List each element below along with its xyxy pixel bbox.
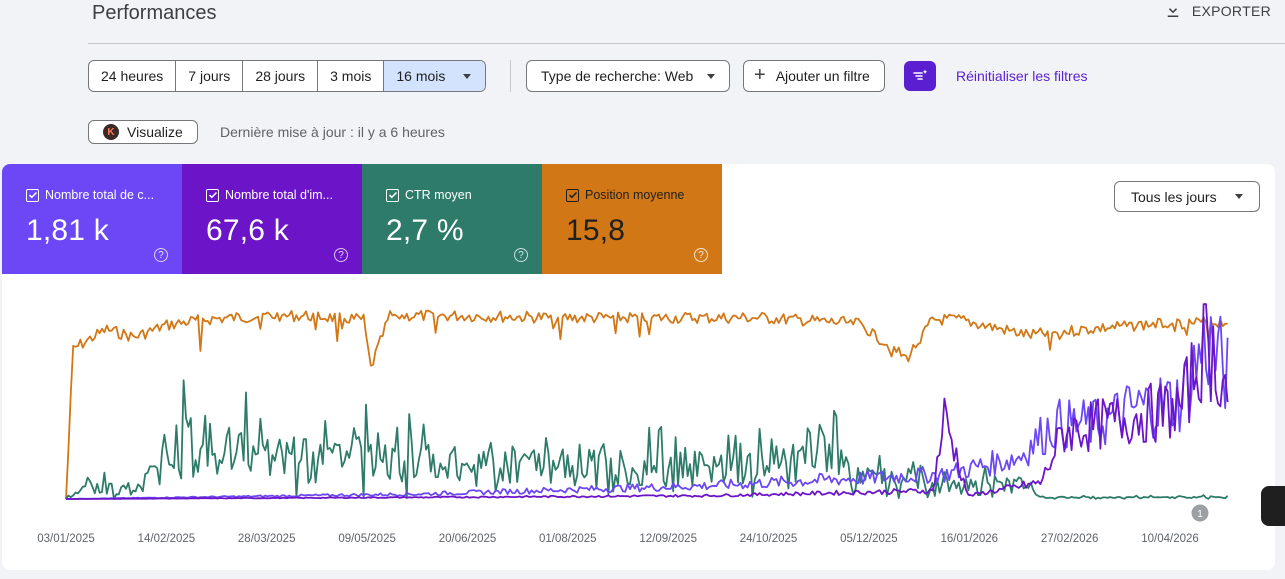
date-range-selector: 24 heures 7 jours 28 jours 3 mois 16 moi… [88,60,487,92]
toolbar-divider [510,60,511,92]
extension-logo-icon: K [103,124,119,140]
help-icon[interactable]: ? [334,248,348,262]
range-28d[interactable]: 28 jours [243,61,319,91]
range-16m[interactable]: 16 mois [384,61,486,91]
x-tick-label: 14/02/2025 [138,533,196,545]
x-tick-label: 09/05/2025 [338,533,396,545]
series-line-2 [65,379,1229,500]
x-tick-label: 05/12/2025 [840,533,898,545]
x-tick-label: 01/08/2025 [539,533,597,545]
annotation-marker[interactable]: 1 [1191,504,1209,522]
performance-chart-card: Nombre total de c... 1,81 k ? Nombre tot… [2,164,1275,570]
x-tick-label: 16/01/2026 [941,533,999,545]
day-granularity-label: Tous les jours [1131,188,1217,205]
range-label: 16 mois [396,68,446,84]
metric-value: 1,81 k [26,214,109,247]
metric-value: 15,8 [566,214,626,247]
range-label: 24 heures [101,68,164,84]
performance-line-chart: 03/01/2025 14/02/2025 28/03/2025 09/05/2025… [37,303,1229,545]
chevron-down-icon [1235,194,1243,199]
search-type-label: Type de recherche: Web [541,68,694,84]
add-filter-label: Ajouter un filtre [775,68,870,84]
day-granularity-dropdown[interactable]: Tous les jours [1114,181,1260,212]
side-panel-toggle[interactable] [1261,486,1285,526]
range-24h[interactable]: 24 heures [89,61,177,91]
checkbox-icon [566,188,579,202]
export-button[interactable]: EXPORTER [1164,2,1271,20]
search-type-dropdown[interactable]: Type de recherche: Web [526,60,731,92]
reset-filters-link[interactable]: Réinitialiser les filtres [956,68,1088,84]
range-label: 3 mois [330,68,372,84]
x-tick-label: 03/01/2025 [37,533,95,545]
page-title: Performances [92,2,217,24]
metric-average-ctr[interactable]: CTR moyen 2,7 % ? [362,164,542,274]
checkbox-icon [206,188,219,202]
x-tick-label: 20/06/2025 [439,533,497,545]
metric-total-impressions[interactable]: Nombre total d'im... 67,6 k ? [182,164,362,274]
series-line-1 [65,309,1228,500]
annotation-dot[interactable] [1191,504,1209,522]
export-label: EXPORTER [1191,3,1271,19]
metric-total-clicks[interactable]: Nombre total de c... 1,81 k ? [2,164,182,274]
metric-value: 67,6 k [206,214,289,247]
series-line-4 [66,303,1229,500]
chevron-down-icon [707,73,716,79]
help-icon[interactable]: ? [694,248,708,262]
filter-ai-button[interactable] [904,61,936,91]
x-tick-label: 24/10/2025 [740,533,798,545]
help-icon[interactable]: ? [514,248,528,262]
metric-average-position[interactable]: Position moyenne 15,8 ? [542,164,722,274]
range-label: 7 jours [188,68,231,84]
x-tick-label: 10/04/2026 [1141,533,1199,545]
download-icon [1167,3,1179,17]
series-line-3 [66,315,1229,500]
last-update-text: Dernière mise à jour : il y a 6 heures [220,124,445,140]
x-tick-label: 12/09/2025 [639,533,697,545]
range-3m[interactable]: 3 mois [318,61,385,91]
visualize-button[interactable]: K Visualize [88,120,198,144]
annotation-count: 1 [1197,509,1203,520]
x-tick-label: 27/02/2026 [1041,533,1099,545]
x-tick-label: 28/03/2025 [238,533,296,545]
metric-value: 2,7 % [386,214,464,247]
range-label: 28 jours [255,68,306,84]
header-divider [88,43,1285,44]
chevron-down-icon [463,73,472,79]
visualize-label: Visualize [127,124,183,140]
checkbox-icon [386,188,399,202]
plus-icon: + [754,64,766,86]
help-icon[interactable]: ? [154,248,168,262]
add-filter-button[interactable]: + Ajouter un filtre [743,60,885,92]
range-7d[interactable]: 7 jours [176,61,244,91]
filter-sparkle-icon [913,69,928,80]
checkbox-icon [26,188,39,202]
